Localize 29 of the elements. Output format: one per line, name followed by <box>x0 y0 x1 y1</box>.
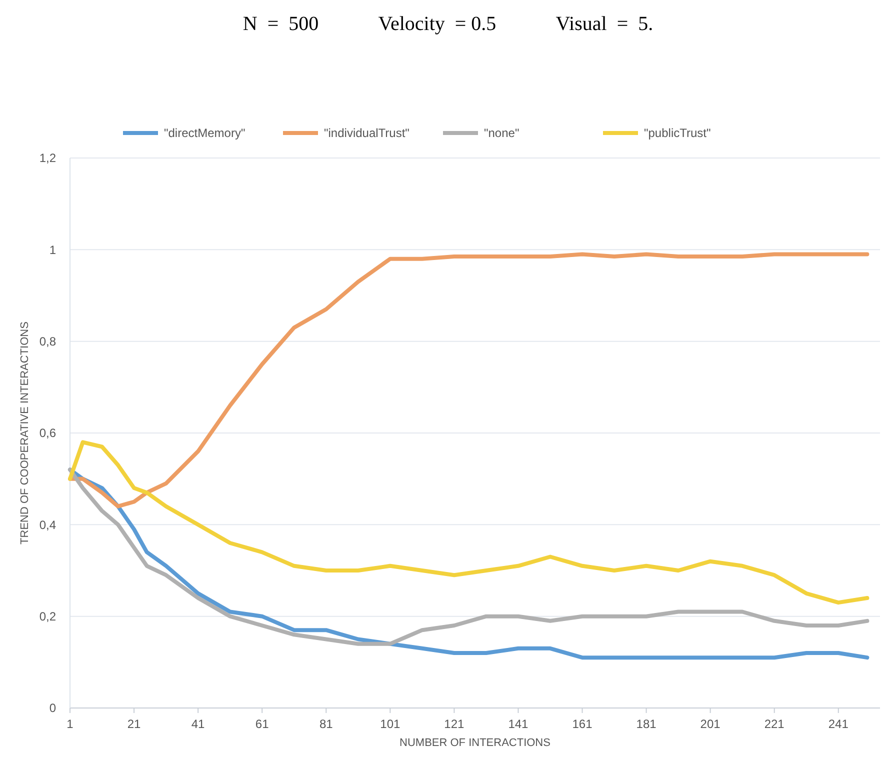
x-axis-title: NUMBER OF INTERACTIONS <box>400 737 550 749</box>
line-series <box>68 440 870 605</box>
legend-label: "none" <box>484 126 520 140</box>
y-axis-title: TREND OF COOPERATIVE INTERACTIONS <box>19 322 31 544</box>
x-tick-label: 201 <box>700 717 721 731</box>
chart-title: N = 500 Velocity = 0.5 Visual = 5. <box>242 13 654 35</box>
x-tick-label: 81 <box>319 717 334 731</box>
x-tick-label: 1 <box>66 717 74 731</box>
x-tick-label: 101 <box>380 717 400 731</box>
x-tick-label: 241 <box>828 717 849 731</box>
y-tick-label: 0 <box>49 701 56 716</box>
x-tick-label: 181 <box>636 717 657 731</box>
y-tick-label: 1,2 <box>39 151 56 166</box>
legend-label: "publicTrust" <box>644 126 711 140</box>
x-tick-label: 161 <box>572 717 593 731</box>
line-series <box>68 252 870 508</box>
legend-label: "individualTrust" <box>324 126 410 140</box>
x-tick-label: 221 <box>764 717 785 731</box>
x-tick-label: 41 <box>191 717 206 731</box>
y-tick-label: 0,4 <box>39 518 56 532</box>
x-tick-label: 21 <box>127 717 142 731</box>
legend-label: "directMemory" <box>164 126 246 140</box>
y-tick-label: 0,2 <box>39 610 56 624</box>
y-tick-label: 0,6 <box>39 426 56 440</box>
x-tick-label: 141 <box>508 717 529 731</box>
x-tick-label: 121 <box>444 717 465 731</box>
y-tick-label: 0,8 <box>39 334 56 349</box>
x-tick-label: 61 <box>255 717 270 731</box>
y-tick-label: 1 <box>49 242 56 257</box>
